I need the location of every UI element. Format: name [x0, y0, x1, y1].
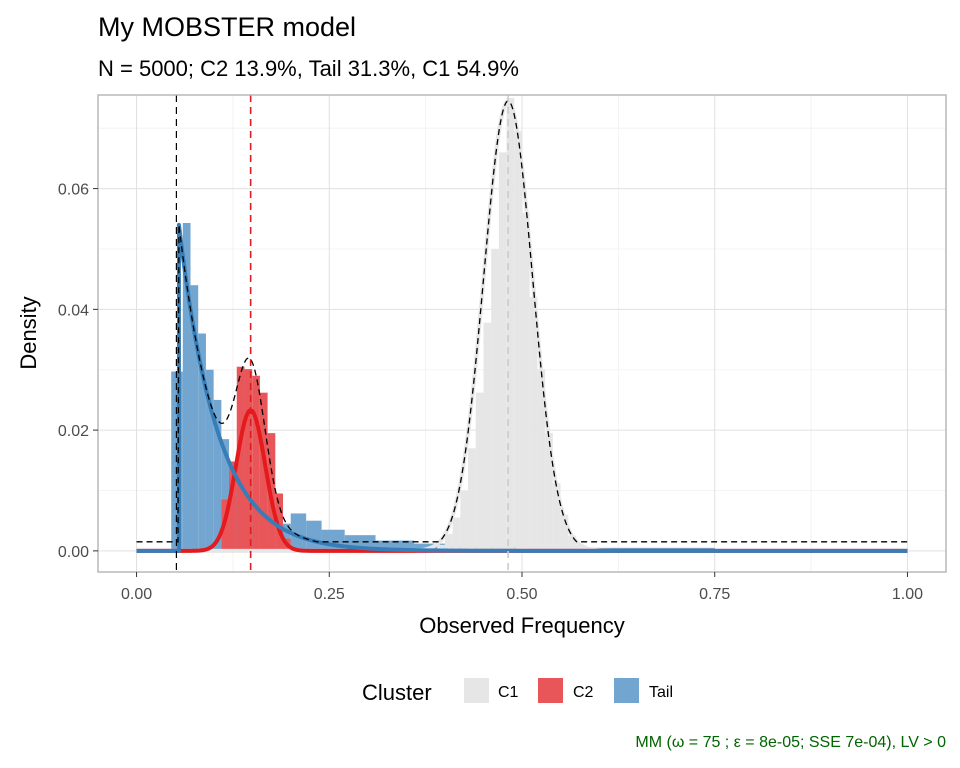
histogram-bar-tail: [182, 223, 191, 551]
legend-label-c1: C1: [498, 684, 519, 701]
histogram-bar-c1: [529, 297, 538, 551]
histogram-bar-c1: [460, 490, 469, 551]
histogram-bar-tail: [205, 369, 214, 551]
y-tick-label: 0.02: [58, 423, 89, 440]
histogram-bar-tail: [190, 285, 199, 551]
plot-panel: [97, 94, 947, 573]
x-tick-label: 0.25: [314, 586, 345, 603]
chart-subtitle: N = 5000; C2 13.9%, Tail 31.3%, C1 54.9%: [98, 56, 519, 81]
histogram-bar-c1: [506, 98, 515, 551]
histogram-bar-tail: [213, 399, 222, 551]
histogram-bar-c1: [475, 392, 484, 551]
histogram-bar-c2: [244, 369, 253, 551]
histogram-bar-c1: [468, 448, 476, 551]
legend: Cluster C1 C2 Tail: [362, 678, 673, 705]
histogram-bar-c1: [575, 544, 584, 551]
y-axis-title: Density: [16, 296, 41, 369]
histogram-bar-c1: [568, 535, 576, 551]
histogram-bar-c1: [545, 433, 553, 551]
reference-lines: [175, 95, 509, 572]
legend-label-c2: C2: [573, 684, 594, 701]
chart-title: My MOBSTER model: [98, 12, 356, 42]
histogram-bar-c2: [236, 366, 245, 551]
x-tick-label: 0.50: [506, 586, 537, 603]
histogram-bar-c2: [259, 392, 268, 551]
histogram-bar-c1: [537, 369, 546, 551]
legend-title: Cluster: [362, 680, 432, 705]
x-axis-title: Observed Frequency: [419, 613, 624, 638]
y-tick-label: 0.06: [58, 182, 89, 199]
histogram-bar-c1: [514, 131, 522, 551]
histogram-bar-tail: [221, 439, 230, 551]
histogram-bar-c1: [444, 533, 453, 551]
legend-label-tail: Tail: [649, 684, 673, 701]
histogram-c2: [221, 366, 291, 551]
y-axis: 0.00 0.02 0.04 0.06: [58, 182, 98, 561]
histogram-bar-c1: [452, 517, 461, 551]
histogram-c1: [437, 98, 584, 551]
x-tick-label: 0.00: [121, 586, 152, 603]
caption: MM (ω = 75 ; ε = 8e-05; SSE 7e-04), LV >…: [635, 734, 946, 751]
density-line-tail: [136, 222, 908, 553]
histogram-bar-c1: [437, 544, 445, 551]
y-tick-label: 0.00: [58, 544, 89, 561]
histogram-bar-c1: [522, 212, 530, 551]
y-tick-label: 0.04: [58, 302, 89, 319]
histogram-bar-c2: [275, 493, 284, 551]
histogram-bar-c2: [229, 461, 237, 551]
density-line-mixture: [136, 100, 908, 543]
density-lines: [136, 98, 908, 553]
x-tick-label: 0.75: [699, 586, 730, 603]
x-tick-label: 1.00: [892, 586, 923, 603]
x-axis: 0.00 0.25 0.50 0.75 1.00: [121, 572, 923, 603]
histogram-bar-tail: [306, 520, 322, 551]
histogram-bar-c1: [560, 514, 569, 551]
histogram-bar-tail: [375, 540, 415, 551]
histogram-bar-c1: [483, 322, 492, 551]
legend-key-tail: [614, 678, 639, 703]
histogram-bar-c1: [491, 248, 499, 551]
histogram-bar-tail: [290, 513, 307, 551]
histogram-bar-c2: [252, 375, 260, 551]
histogram-bar-c1: [498, 152, 507, 551]
histogram-bar-c1: [552, 483, 561, 551]
legend-key-c1: [464, 678, 489, 703]
histogram-bar-tail: [198, 333, 206, 551]
legend-key-c2: [538, 678, 563, 703]
